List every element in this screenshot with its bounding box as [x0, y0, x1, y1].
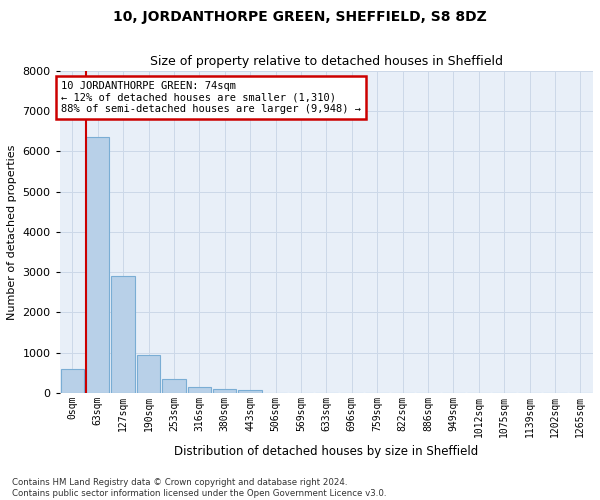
Text: 10 JORDANTHORPE GREEN: 74sqm
← 12% of detached houses are smaller (1,310)
88% of: 10 JORDANTHORPE GREEN: 74sqm ← 12% of de… — [61, 81, 361, 114]
Text: Contains HM Land Registry data © Crown copyright and database right 2024.
Contai: Contains HM Land Registry data © Crown c… — [12, 478, 386, 498]
Y-axis label: Number of detached properties: Number of detached properties — [7, 144, 17, 320]
Bar — [86, 138, 109, 393]
Bar — [188, 387, 211, 393]
Title: Size of property relative to detached houses in Sheffield: Size of property relative to detached ho… — [150, 56, 503, 68]
Bar — [162, 378, 185, 393]
Bar — [137, 354, 160, 393]
Text: 10, JORDANTHORPE GREEN, SHEFFIELD, S8 8DZ: 10, JORDANTHORPE GREEN, SHEFFIELD, S8 8D… — [113, 10, 487, 24]
X-axis label: Distribution of detached houses by size in Sheffield: Distribution of detached houses by size … — [174, 445, 478, 458]
Bar — [112, 276, 135, 393]
Bar — [238, 390, 262, 393]
Bar — [61, 370, 84, 393]
Bar — [213, 389, 236, 393]
